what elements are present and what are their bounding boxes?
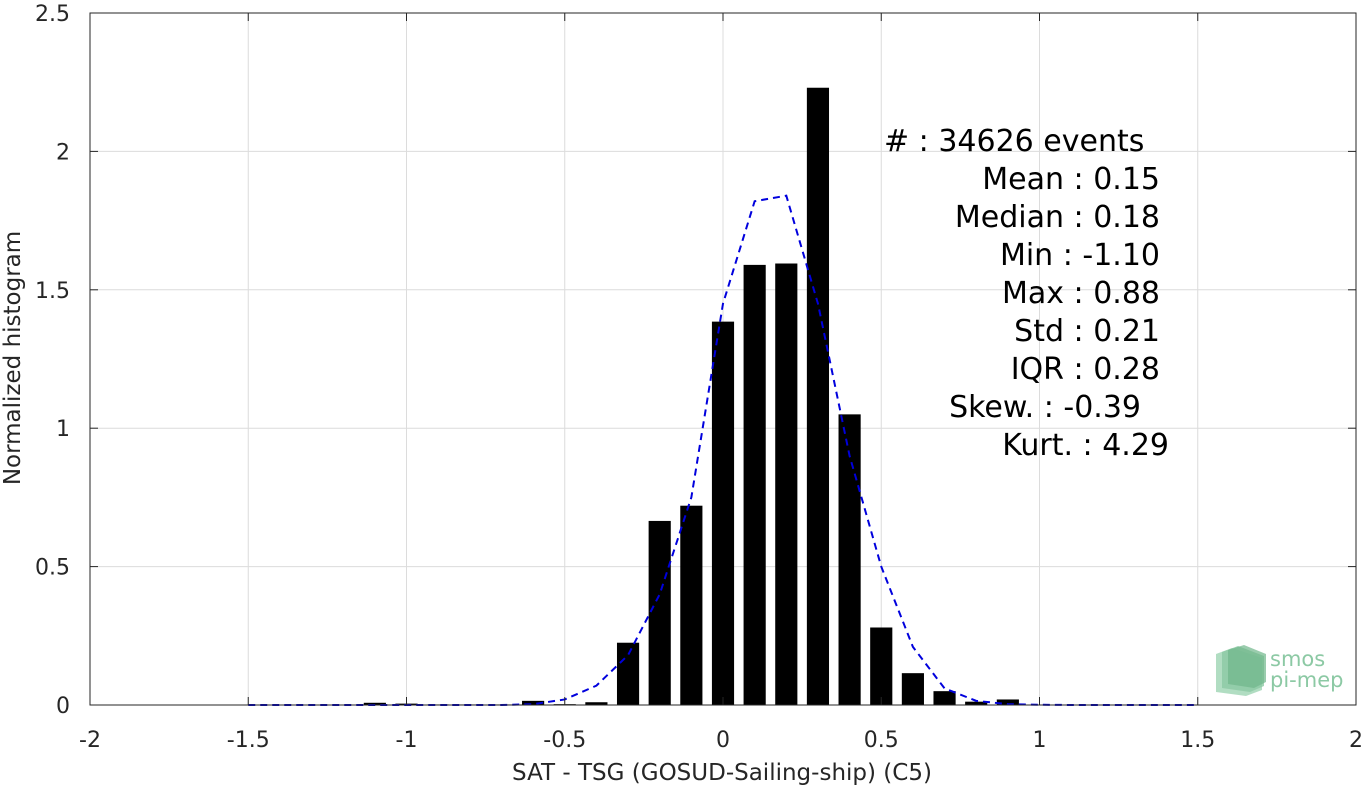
y-tick-label: 0.5 — [35, 556, 70, 581]
histogram-bar — [585, 702, 608, 705]
stat-max: Max : 0.88 — [1002, 276, 1160, 311]
axes — [89, 12, 1357, 706]
histogram-bar — [775, 263, 798, 705]
stat-skew: Skew. : -0.39 — [949, 390, 1141, 425]
y-tick-label: 0 — [56, 694, 70, 719]
x-tick-label: 0.5 — [864, 728, 899, 753]
y-tick-label: 2.5 — [35, 2, 70, 27]
x-tick-label: -1.5 — [227, 728, 270, 753]
y-tick-label: 1 — [56, 417, 70, 442]
histogram-bar — [680, 505, 703, 705]
histogram-bar — [838, 414, 861, 705]
histogram-bar — [996, 699, 1019, 705]
smos-pimep-logo: smos pi-mep — [1216, 645, 1343, 696]
x-tick-label: -1 — [396, 728, 418, 753]
stat-iqr: IQR : 0.28 — [1011, 352, 1160, 387]
histogram-bar — [870, 627, 893, 705]
histogram-bar — [522, 700, 545, 705]
histogram-bar — [965, 701, 988, 705]
stat-median: Median : 0.18 — [955, 200, 1160, 235]
stat-min: Min : -1.10 — [1000, 238, 1160, 273]
y-tick-label: 1.5 — [35, 279, 70, 304]
x-tick-label: 1 — [1033, 728, 1047, 753]
x-tick-label: -0.5 — [543, 728, 586, 753]
logo-line-2: pi-mep — [1270, 668, 1343, 692]
statistics-box: # : 34626 events Mean : 0.15 Median : 0.… — [884, 124, 1169, 463]
histogram-bar — [743, 264, 766, 705]
stat-events: # : 34626 events — [884, 124, 1144, 159]
x-tick-label: 2 — [1349, 728, 1363, 753]
stat-std: Std : 0.21 — [1014, 314, 1160, 349]
x-tick-label: -2 — [79, 728, 101, 753]
x-tick-label: 1.5 — [1180, 728, 1215, 753]
x-tick-label: 0 — [716, 728, 730, 753]
histogram-bar — [648, 520, 671, 705]
histogram-bar — [711, 321, 735, 705]
x-axis-label: SAT - TSG (GOSUD-Sailing-ship) (C5) — [512, 760, 932, 786]
histogram-bar — [901, 673, 924, 705]
histogram-bar — [363, 702, 386, 705]
histogram-bar — [616, 642, 640, 705]
histogram-bar — [933, 691, 956, 705]
y-axis-label: Normalized histogram — [0, 231, 26, 485]
smos-pimep-logo-icon — [1216, 645, 1266, 696]
tick-labels: -2 -1.5 -1 -0.5 0 0.5 1 1.5 2 0 0.5 1 1.5 2 2.5 — [35, 2, 1363, 753]
histogram-bar — [806, 87, 830, 705]
stat-mean: Mean : 0.15 — [982, 162, 1160, 197]
stat-kurt: Kurt. : 4.29 — [1002, 428, 1169, 463]
y-tick-label: 2 — [56, 140, 70, 165]
logo-line-1: smos — [1270, 647, 1325, 671]
histogram-bars — [363, 87, 1019, 705]
